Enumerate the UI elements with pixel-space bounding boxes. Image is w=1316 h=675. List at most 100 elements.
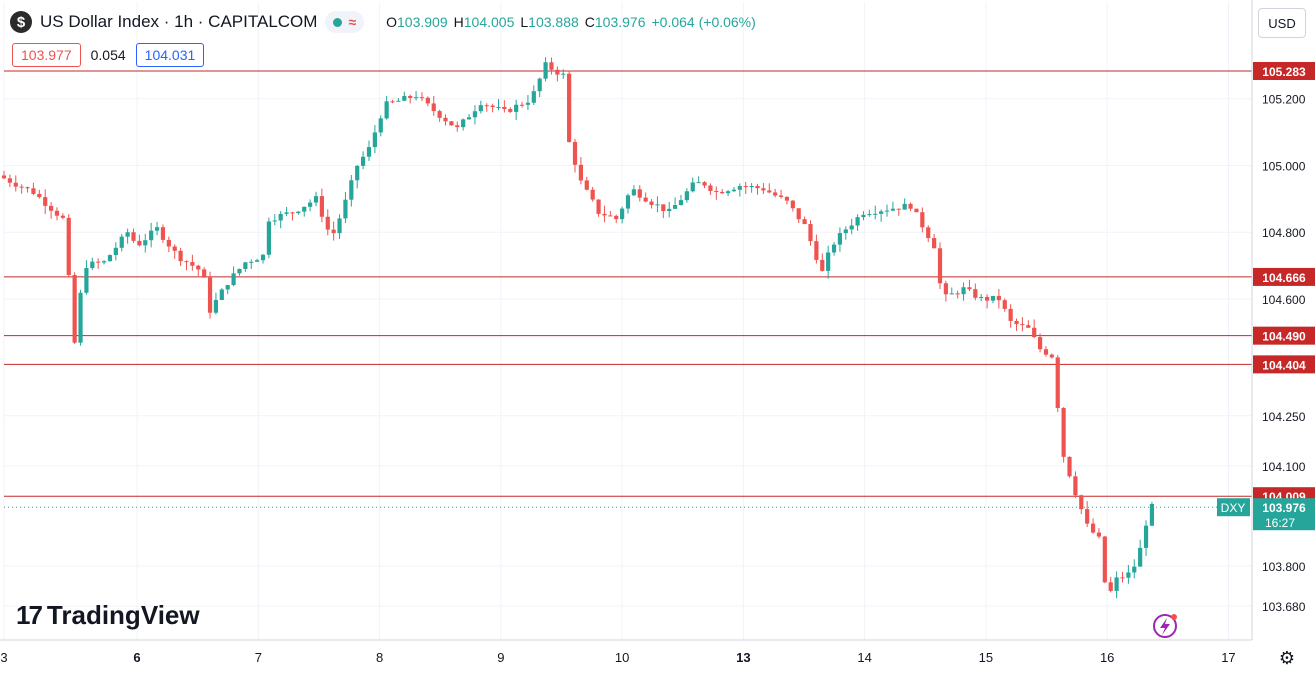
buy-price-button[interactable]: 104.031	[135, 43, 205, 67]
candle-body	[614, 215, 619, 220]
candle-body	[519, 104, 525, 106]
candle-body	[890, 208, 896, 211]
market-status-pill[interactable]: ≈	[325, 11, 365, 33]
candle-body	[390, 101, 395, 103]
candle-body	[932, 238, 937, 249]
candle-body	[720, 191, 725, 194]
gear-icon[interactable]: ⚙	[1278, 647, 1296, 668]
candle-body	[131, 232, 136, 241]
candle-body	[1079, 495, 1084, 510]
candle-body	[225, 285, 230, 290]
candle-body	[402, 96, 407, 101]
candle-body	[243, 262, 248, 269]
quote-row: 103.977 0.054 104.031	[12, 43, 205, 67]
candle-body	[984, 296, 990, 301]
candle-body	[831, 244, 837, 253]
candle-body	[7, 178, 12, 183]
candle-body	[537, 78, 542, 92]
candle-body	[1, 175, 7, 179]
candle-body	[184, 261, 189, 263]
symbol-title[interactable]: US Dollar Index · 1h · CAPITALCOM	[40, 12, 318, 31]
sell-price-button[interactable]: 103.977	[12, 43, 81, 67]
low-value: 103.888	[528, 14, 579, 30]
candle-body	[861, 214, 866, 218]
candle-body	[1049, 354, 1054, 358]
candle-body	[1096, 532, 1102, 537]
candle-body	[1061, 407, 1066, 457]
candle-body	[43, 197, 48, 206]
candle-body	[926, 227, 931, 239]
current-price-tag	[1253, 498, 1315, 531]
candle-body	[143, 240, 148, 246]
candle-body	[25, 187, 30, 189]
candle-body	[620, 208, 625, 220]
x-tick-label: 10	[615, 650, 629, 665]
candle-body	[1026, 325, 1031, 328]
candle-body	[213, 299, 219, 313]
candle-body	[260, 254, 266, 261]
lightning-icon[interactable]	[1153, 614, 1177, 638]
candle-body	[1126, 572, 1131, 578]
candle-body	[979, 296, 984, 298]
candle-body	[572, 141, 578, 165]
candle-body	[737, 186, 742, 190]
candle-body	[349, 180, 354, 200]
candle-body	[678, 200, 684, 206]
y-tick-label: 104.250	[1262, 410, 1306, 424]
candle-body	[1138, 547, 1143, 567]
candle-body	[331, 229, 336, 234]
candle-body	[767, 190, 772, 193]
candle-body	[313, 196, 319, 203]
open-value: 103.909	[397, 14, 448, 30]
candle-body	[625, 195, 631, 209]
high-label: H	[453, 14, 464, 30]
candle-body	[255, 260, 260, 262]
symbol-tag-label: DXY	[1221, 501, 1246, 515]
candle-body	[272, 220, 277, 222]
candle-body	[1132, 566, 1137, 573]
x-tick-label: 13	[736, 650, 750, 665]
y-tick-label: 103.680	[1262, 600, 1306, 614]
candle-body	[649, 201, 654, 205]
candle-body	[1043, 349, 1049, 355]
candle-body	[790, 200, 795, 209]
candle-body	[749, 185, 754, 187]
candle-body	[1067, 456, 1072, 477]
candle-body	[820, 259, 825, 271]
candle-body	[37, 193, 42, 198]
candle-body	[778, 195, 784, 197]
tradingview-logo-icon: 17	[16, 600, 43, 630]
y-tick-label: 103.800	[1262, 560, 1306, 574]
x-tick-label: 14	[857, 650, 871, 665]
candle-body	[690, 182, 695, 192]
countdown-label: 16:27	[1265, 516, 1295, 530]
candle-body	[826, 252, 831, 271]
price-axis: 105.200 105.000 104.800 104.600 104.250 104.1…	[1251, 0, 1306, 640]
tradingview-logo[interactable]: 17 TradingView	[16, 600, 200, 631]
candle-body	[596, 199, 601, 214]
candle-body	[914, 208, 919, 213]
candle-body	[84, 267, 89, 293]
level-label: 104.404	[1262, 358, 1306, 372]
candle-body	[631, 189, 636, 196]
candle-body	[661, 204, 666, 212]
candle-body	[472, 111, 478, 118]
candle-body	[761, 188, 766, 191]
candle-body	[413, 97, 419, 99]
candle-body	[496, 106, 501, 108]
candle-body	[873, 213, 878, 215]
candle-body	[567, 73, 572, 142]
close-value: 103.976	[594, 14, 646, 30]
candle-body	[60, 215, 65, 218]
candle-body	[502, 106, 507, 110]
candle-body	[902, 203, 907, 210]
currency-button[interactable]: USD	[1258, 8, 1306, 38]
candle-body	[455, 125, 460, 128]
candle-body	[72, 275, 77, 343]
dollar-icon[interactable]: $	[10, 11, 32, 33]
candle-body	[731, 189, 737, 192]
candle-body	[1020, 324, 1025, 326]
candle-body	[1085, 509, 1090, 524]
candle-body	[284, 212, 289, 214]
